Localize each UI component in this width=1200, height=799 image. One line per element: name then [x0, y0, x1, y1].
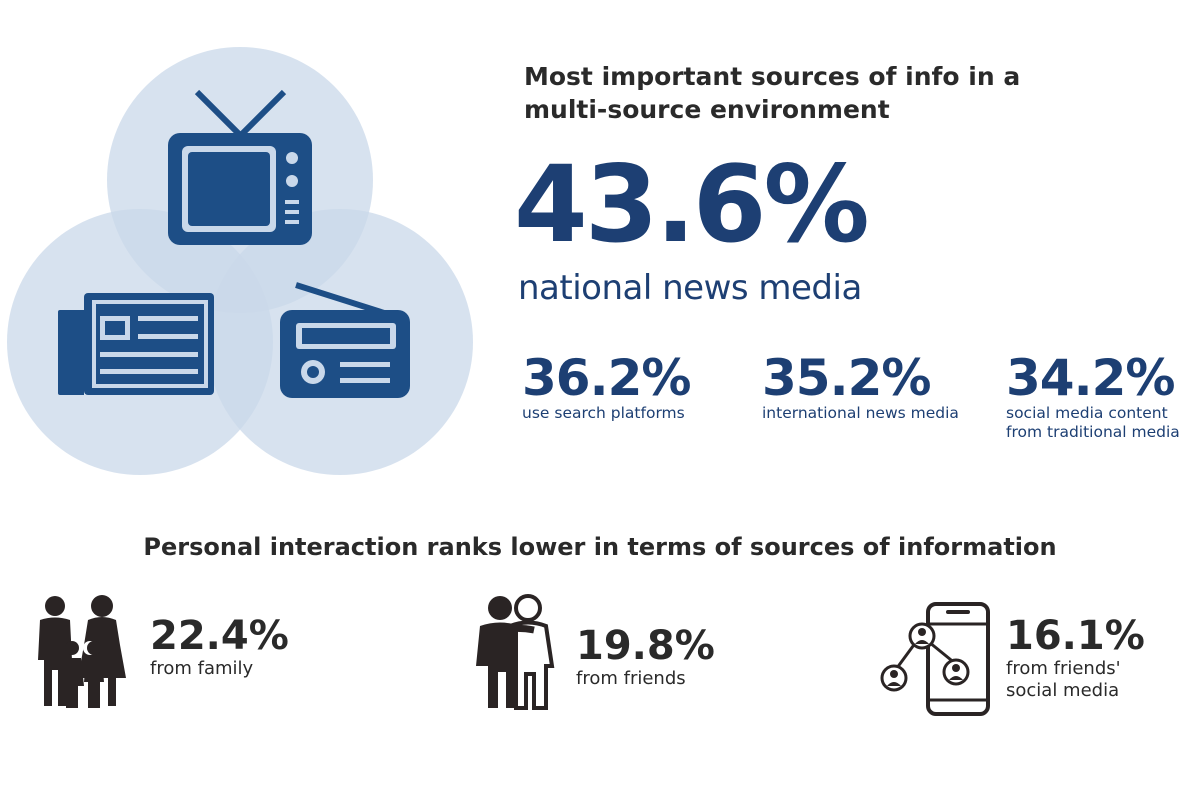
newspaper-icon: [58, 293, 214, 395]
headline: Most important sources of info in a mult…: [524, 62, 1021, 124]
friends-icon: [476, 594, 555, 710]
stat-value: 22.4%: [150, 613, 289, 659]
stat-family: 22.4% from family: [150, 614, 289, 680]
main-stat-value: 43.6%: [514, 143, 870, 266]
stat-friends: 19.8% from friends: [576, 624, 715, 690]
main-stat-label: national news media: [518, 268, 862, 308]
stat-international-news: 35.2% international news media: [762, 350, 959, 423]
tv-icon: [168, 89, 312, 245]
media-venn-illustration: [7, 47, 473, 475]
phone-network-icon: [880, 602, 990, 716]
family-icon: [38, 595, 126, 708]
stat-social-media-traditional: 34.2% social media content from traditio…: [1006, 350, 1180, 442]
section-title: Personal interaction ranks lower in term…: [143, 533, 1057, 561]
stat-value: 34.2%: [1006, 349, 1175, 407]
stat-friends-social-media: 16.1% from friends' social media: [1006, 614, 1145, 702]
stat-value: 16.1%: [1006, 613, 1145, 659]
stat-value: 36.2%: [522, 349, 691, 407]
stat-label: international news media: [762, 404, 959, 422]
radio-icon: [280, 282, 410, 398]
stat-label: from family: [150, 658, 254, 679]
stat-value: 19.8%: [576, 623, 715, 669]
stat-label: from friends: [576, 668, 686, 689]
stat-label: use search platforms: [522, 404, 685, 422]
stat-value: 35.2%: [762, 349, 931, 407]
stat-search-platforms: 36.2% use search platforms: [522, 349, 691, 423]
stat-label: from friends' social media: [1006, 658, 1121, 701]
stat-label: social media content from traditional me…: [1006, 404, 1180, 441]
